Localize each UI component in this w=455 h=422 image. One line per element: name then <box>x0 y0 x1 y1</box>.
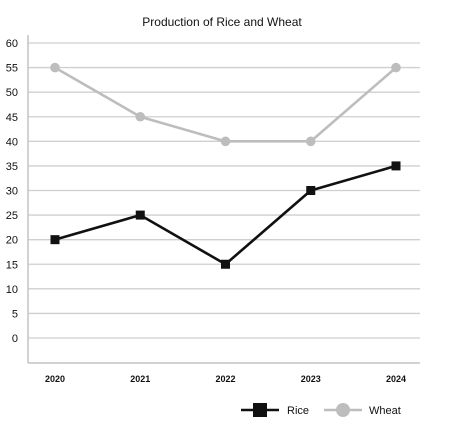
y-tick-label-35: 35 <box>6 161 18 173</box>
y-tick-label-40: 40 <box>6 136 18 148</box>
rice-point-2024 <box>391 161 401 171</box>
x-tick-label-2020: 2020 <box>45 374 65 384</box>
legend-wheat-marker <box>336 403 350 417</box>
wheat-point-2020 <box>50 62 60 73</box>
x-axis-ticks: 2020 2021 2022 2023 2024 <box>45 374 406 384</box>
rice-point-2021 <box>135 210 145 220</box>
y-tick-label-0: 0 <box>12 333 18 345</box>
rice-point-2023 <box>306 186 316 195</box>
x-tick-label-2024: 2024 <box>386 374 406 384</box>
legend-rice-marker <box>253 403 267 417</box>
x-tick-label-2023: 2023 <box>301 374 321 384</box>
wheat-point-2022 <box>220 136 231 147</box>
x-tick-label-2022: 2022 <box>215 374 235 384</box>
rice-point-2022 <box>221 259 230 269</box>
x-tick-label-2021: 2021 <box>130 374 150 384</box>
legend-wheat-label: Wheat <box>369 405 401 417</box>
y-tick-label-25: 25 <box>6 210 18 222</box>
y-tick-label-55: 55 <box>6 63 18 75</box>
y-tick-label-30: 30 <box>6 186 18 198</box>
rice-point-2020 <box>50 235 60 245</box>
wheat-point-2024 <box>391 62 401 73</box>
y-tick-label-5: 5 <box>12 308 18 320</box>
y-axis-ticks: 0 5 10 15 20 25 30 35 40 45 50 55 60 <box>6 38 18 345</box>
legend: Rice Wheat <box>241 403 401 417</box>
wheat-point-2023 <box>305 136 316 147</box>
series-group <box>50 62 401 269</box>
y-tick-label-10: 10 <box>6 284 18 296</box>
legend-rice-label: Rice <box>287 405 309 417</box>
axes <box>27 35 420 364</box>
y-tick-label-50: 50 <box>6 87 18 99</box>
chart-title: Production of Rice and Wheat <box>142 15 302 29</box>
y-tick-label-20: 20 <box>6 235 18 247</box>
wheat-point-2021 <box>135 111 146 122</box>
y-tick-label-45: 45 <box>6 112 18 124</box>
wheat-line <box>54 66 397 143</box>
y-tick-label-60: 60 <box>6 38 18 50</box>
gridlines <box>28 42 420 339</box>
y-tick-label-15: 15 <box>6 259 18 271</box>
